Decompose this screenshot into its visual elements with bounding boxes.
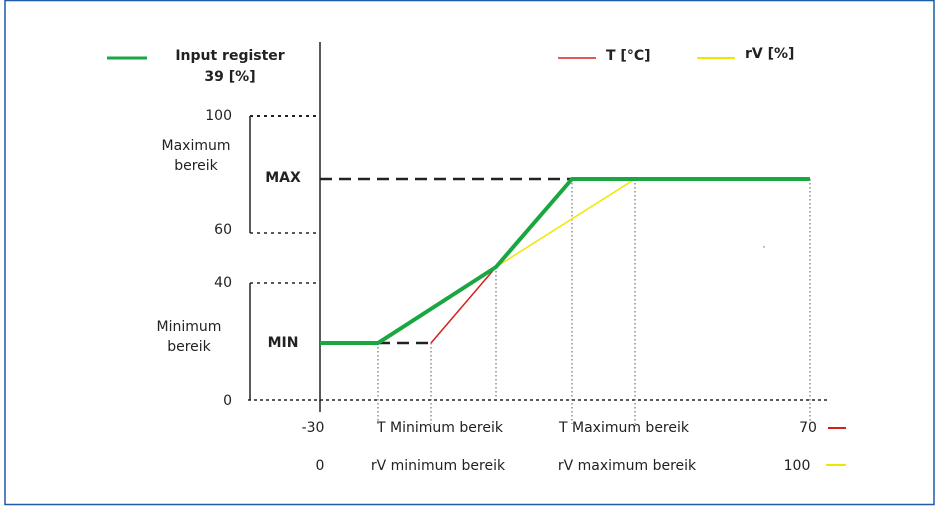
legend-temperature-label: T [°C]: [606, 48, 651, 64]
y-label-0: 0: [223, 393, 232, 409]
t-end-label: 70: [799, 420, 817, 436]
rv-start-label: 0: [316, 458, 325, 474]
rv-max-label: rV maximum bereik: [558, 458, 697, 474]
t-min-label: T Minimum bereik: [376, 420, 504, 436]
stray-dot: [763, 246, 765, 248]
y-label-100: 100: [205, 108, 232, 124]
legend-humidity-label: rV [%]: [745, 46, 794, 62]
legend-input-register-line1: Input register: [175, 48, 284, 64]
max-tag: MAX: [265, 170, 301, 186]
legend-input-register-line2: 39 [%]: [204, 69, 255, 85]
rv-min-label: rV minimum bereik: [371, 458, 506, 474]
rv-end-label: 100: [784, 458, 811, 474]
min-range-label-line2: bereik: [167, 339, 211, 355]
min-range-label-line1: Minimum: [157, 319, 222, 335]
output-curve: [320, 177, 810, 345]
t-max-label: T Maximum bereik: [558, 420, 690, 436]
y-label-60: 60: [214, 222, 232, 238]
t-start-label: -30: [302, 420, 325, 436]
max-range-label-line2: bereik: [174, 158, 218, 174]
max-range-label-line1: Maximum: [162, 138, 231, 154]
y-label-40: 40: [214, 275, 232, 291]
min-tag: MIN: [268, 335, 299, 351]
frame-border: [4, 0, 935, 506]
